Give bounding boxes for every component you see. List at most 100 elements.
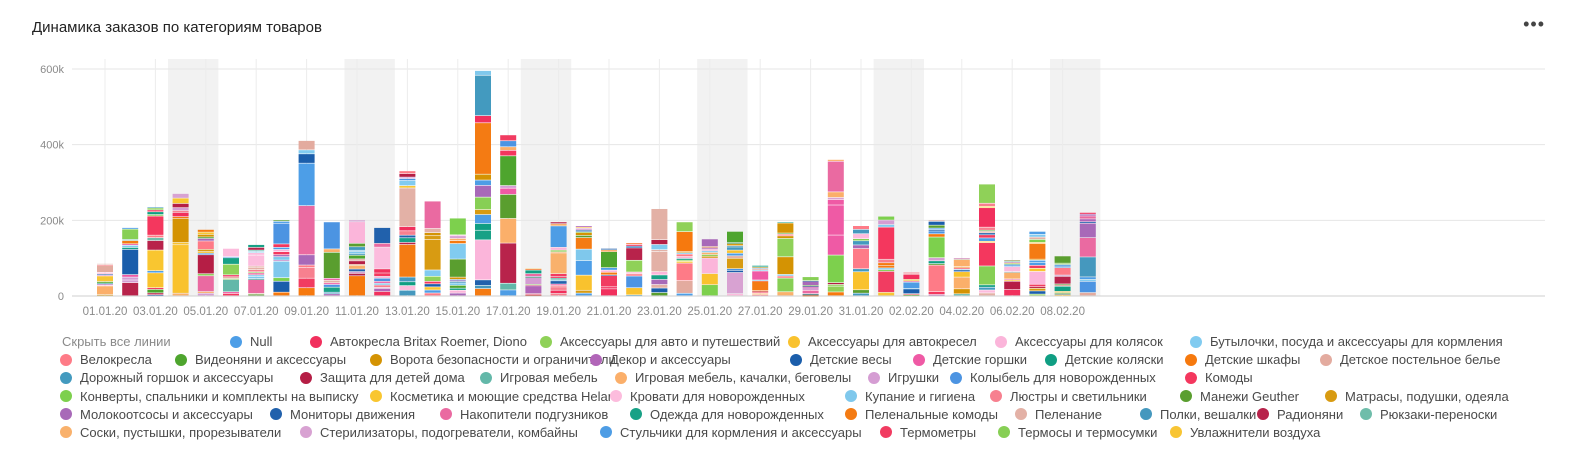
bar-segment (424, 201, 441, 229)
bar-segment (197, 251, 214, 253)
bar-segment (475, 115, 491, 123)
legend-color-dot-icon (270, 408, 282, 421)
bar-segment (273, 223, 290, 244)
bar-segment (97, 283, 113, 284)
legend-item[interactable]: Видеоняни и аксессуары (175, 352, 346, 367)
x-tick-label: 15.01.20 (435, 306, 480, 318)
bar-segment (172, 210, 189, 213)
legend-item[interactable]: Термометры (880, 425, 976, 440)
legend-item[interactable]: Аксессуары для авто и путешествий (540, 334, 780, 349)
legend-item[interactable]: Косметика и моющие средства Helan (370, 389, 615, 404)
bar-stack (197, 229, 214, 296)
legend-item[interactable]: Рюкзаки-переноски (1360, 407, 1497, 422)
legend-label: Автокресла Britax Roemer, Diono (330, 334, 527, 349)
bar-segment (550, 222, 567, 224)
legend-item[interactable]: Пеленальные комоды (845, 407, 998, 422)
bar-segment (752, 294, 769, 296)
bar-segment (777, 276, 794, 278)
bar-segment (449, 235, 466, 236)
legend-item[interactable]: Увлажнители воздуха (1170, 425, 1320, 440)
bar-segment (399, 171, 416, 174)
legend-item[interactable]: Термосы и термосумки (998, 425, 1157, 440)
legend-item[interactable]: Игрушки (868, 370, 939, 385)
bar-segment (97, 274, 113, 276)
legend-item[interactable]: Пеленание (1015, 407, 1102, 422)
legend-item[interactable]: Колыбель для новорожденных (950, 370, 1156, 385)
bar-segment (601, 250, 617, 251)
legend-item[interactable]: Автокресла Britax Roemer, Diono (310, 334, 527, 349)
legend-item[interactable]: Детские шкафы (1185, 352, 1300, 367)
legend-item[interactable]: Детское постельное белье (1320, 352, 1501, 367)
legend-item[interactable]: Стерилизаторы, подогреватели, комбайны (300, 425, 578, 440)
bar-segment (928, 294, 945, 296)
bar-segment (197, 229, 214, 232)
bar-segment (147, 210, 164, 212)
legend-item[interactable]: Бутылочки, посуда и аксессуары для кормл… (1190, 334, 1503, 349)
legend-item[interactable]: Дорожный горшок и аксессуары (60, 370, 273, 385)
legend-item[interactable]: Велокресла (60, 352, 152, 367)
bar-segment (525, 270, 542, 274)
legend-item[interactable]: Игровая мебель (480, 370, 598, 385)
bar-stack (298, 140, 315, 296)
legend-row: Скрыть все линии Null Автокресла Britax R… (60, 334, 1560, 352)
legend-item[interactable]: Молокоотсосы и аксессуары (60, 407, 253, 422)
legend-item[interactable]: Одежда для новорожденных (630, 407, 824, 422)
legend-color-dot-icon (175, 353, 187, 366)
legend-item[interactable]: Комоды (1185, 370, 1253, 385)
hide-all-lines-button[interactable]: Скрыть все линии (62, 334, 171, 349)
legend-item[interactable]: Мониторы движения (270, 407, 415, 422)
bar-segment (374, 227, 391, 244)
legend-item[interactable]: Конверты, спальники и комплекты на выпис… (60, 389, 358, 404)
bar-segment (500, 185, 517, 188)
legend-item[interactable]: Манежи Geuther (1180, 389, 1299, 404)
legend-item[interactable]: Матрасы, подушки, одеяла (1325, 389, 1509, 404)
legend-item[interactable]: Аксессуары для автокресел (788, 334, 977, 349)
bar-segment (752, 290, 769, 292)
bar-segment (878, 268, 895, 270)
bar-segment (676, 293, 693, 296)
legend-item[interactable]: Детские коляски (1045, 352, 1164, 367)
bar-segment (777, 223, 794, 233)
bar-segment (903, 272, 920, 274)
legend-item[interactable]: Аксессуары для колясок (995, 334, 1163, 349)
legend-item[interactable]: Детские весы (790, 352, 892, 367)
more-horizontal-icon[interactable]: ••• (1523, 14, 1545, 34)
legend-item[interactable]: Игровая мебель, качалки, беговелы (615, 370, 851, 385)
legend-item[interactable]: Кровати для новорожденных (610, 389, 805, 404)
legend-item[interactable]: Защита для детей дома (300, 370, 465, 385)
legend-item[interactable]: Null (230, 334, 272, 349)
bar-stack (475, 70, 491, 296)
bar-segment (147, 237, 164, 241)
bar-segment (953, 272, 970, 277)
bar-segment (827, 255, 844, 283)
bar-segment (727, 293, 743, 296)
legend-color-dot-icon (60, 371, 72, 384)
bar-segment (248, 275, 265, 276)
bar-segment (1079, 212, 1096, 214)
legend-item[interactable]: Стульчики для кормления и аксессуары (600, 425, 862, 440)
bar-segment (399, 244, 416, 277)
legend-item[interactable]: Декор и аксессуары (590, 352, 731, 367)
bar-segment (777, 233, 794, 234)
legend-item[interactable]: Ворота безопасности и ограничители (370, 352, 616, 367)
bar-segment (273, 257, 290, 260)
bar-segment (122, 280, 139, 283)
bar-stack (928, 220, 945, 296)
bar-segment (147, 295, 164, 296)
bar-segment (449, 243, 466, 259)
legend-item[interactable]: Детские горшки (913, 352, 1027, 367)
bar-segment (449, 285, 466, 288)
legend-row: Конверты, спальники и комплекты на выпис… (60, 389, 1560, 407)
bar-segment (651, 208, 668, 240)
bar-segment (878, 292, 895, 296)
legend-label: Пеленальные комоды (865, 406, 998, 422)
legend-item[interactable]: Соски, пустышки, прорезыватели (60, 425, 281, 440)
legend-item[interactable]: Накопители подгузников (440, 407, 608, 422)
x-tick-label: 01.01.20 (83, 306, 128, 318)
x-tick-label: 07.01.20 (234, 306, 279, 318)
legend-item[interactable]: Радионяни (1257, 407, 1343, 422)
legend-item[interactable]: Купание и гигиена (845, 389, 975, 404)
legend-item[interactable]: Люстры и светильники (990, 389, 1147, 404)
legend-item[interactable]: Полки, вешалки (1140, 407, 1256, 422)
bar-segment (97, 286, 113, 295)
